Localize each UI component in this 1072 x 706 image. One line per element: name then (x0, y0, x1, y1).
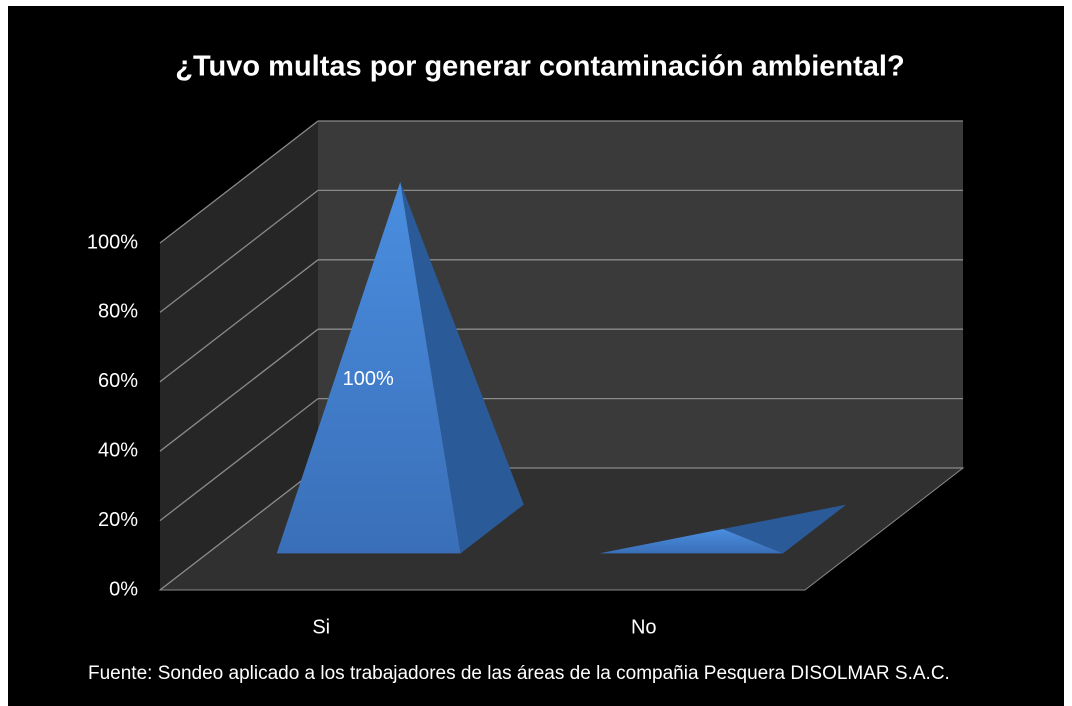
y-tick-label: 80% (98, 301, 138, 323)
chart-panel: ¿Tuvo multas por generar contaminación a… (8, 6, 1064, 706)
y-tick-label: 100% (87, 231, 138, 253)
y-tick-label: 40% (98, 439, 138, 461)
pyramid-front (276, 182, 461, 554)
grid-line (159, 189, 319, 313)
back-wall (318, 121, 963, 468)
side-wall (160, 121, 318, 590)
data-label: 100% (343, 368, 394, 390)
chart: ¿Tuvo multas por generar contaminación a… (87, 51, 965, 638)
grid-line (159, 328, 319, 452)
y-tick-label: 0% (109, 578, 138, 600)
pyramid-front (599, 529, 784, 554)
chart-title: ¿Tuvo multas por generar contaminación a… (175, 51, 904, 83)
footnote: Fuente: Sondeo aplicado a los trabajador… (88, 663, 950, 684)
grid-line (159, 259, 319, 383)
grid-line (159, 120, 319, 244)
pyramid-side (722, 504, 847, 554)
pyramid-side (400, 182, 524, 554)
grid-line (159, 398, 319, 522)
grid-line (159, 467, 319, 591)
x-tick-label: No (631, 616, 657, 638)
x-tick-label: Si (312, 616, 330, 638)
y-tick-label: 20% (98, 509, 138, 531)
y-tick-label: 60% (98, 370, 138, 392)
